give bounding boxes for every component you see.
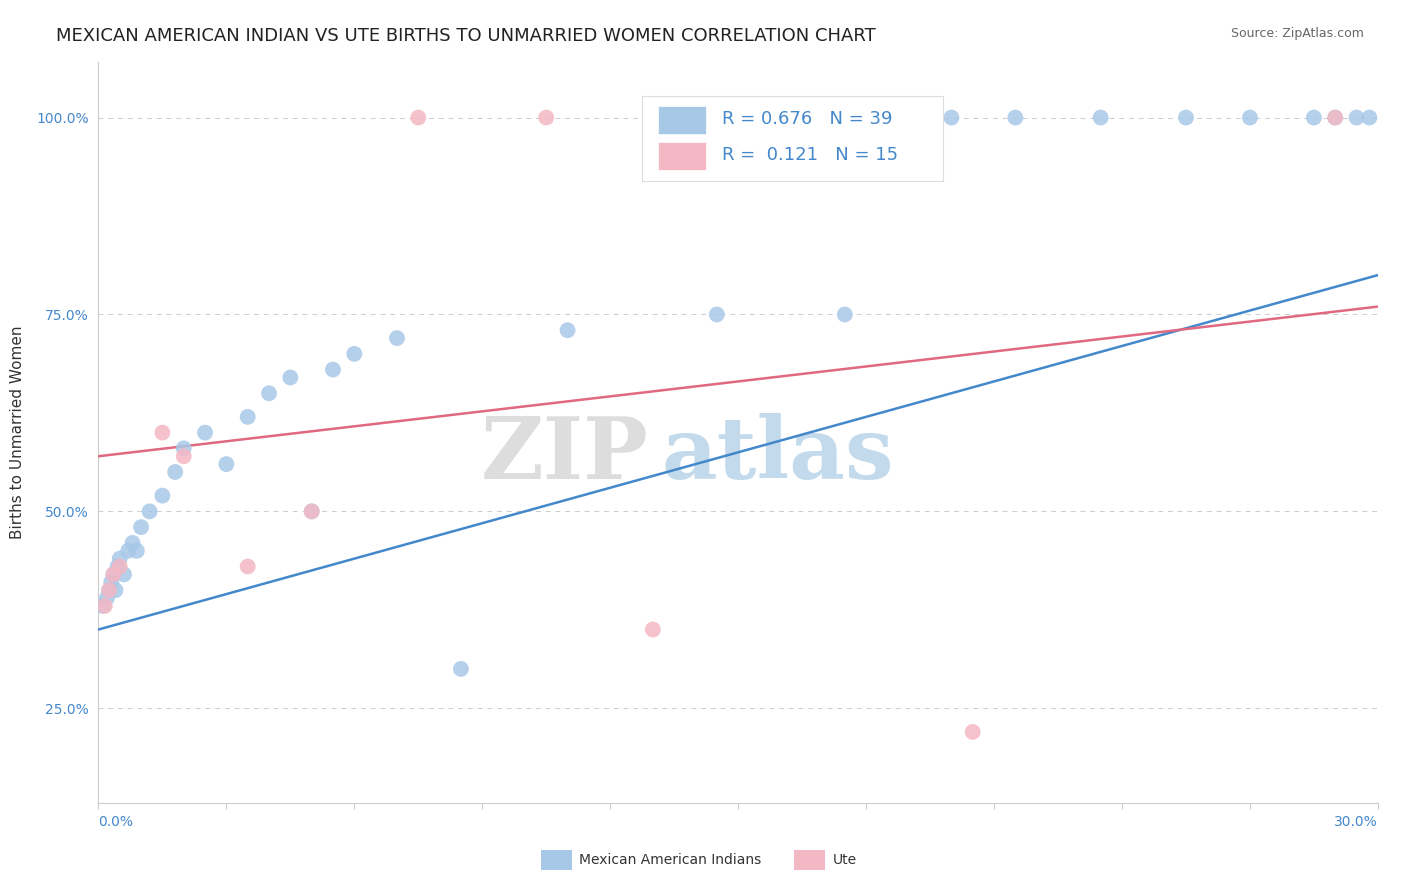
Point — [98, 583, 121, 598]
Point — [813, 111, 835, 125]
Point — [96, 591, 118, 605]
Point — [257, 386, 280, 401]
Point — [278, 370, 301, 384]
Point — [301, 504, 323, 518]
Point — [173, 442, 195, 456]
FancyBboxPatch shape — [658, 142, 706, 169]
Point — [112, 567, 135, 582]
Point — [450, 662, 472, 676]
Point — [385, 331, 408, 345]
Point — [194, 425, 217, 440]
Point — [1302, 111, 1324, 125]
Text: R =  0.121   N = 15: R = 0.121 N = 15 — [721, 146, 897, 164]
Text: 30.0%: 30.0% — [1334, 814, 1378, 829]
Point — [152, 425, 174, 440]
Point — [215, 457, 238, 471]
Point — [1358, 111, 1381, 125]
Point — [1090, 111, 1112, 125]
Point — [103, 567, 125, 582]
FancyBboxPatch shape — [643, 95, 943, 181]
Point — [129, 520, 152, 534]
Point — [121, 536, 143, 550]
Text: ZIP: ZIP — [481, 413, 648, 497]
Point — [107, 559, 129, 574]
FancyBboxPatch shape — [658, 106, 706, 135]
Point — [236, 409, 259, 424]
Point — [91, 599, 114, 613]
Point — [117, 543, 139, 558]
Point — [534, 111, 557, 125]
Point — [557, 323, 579, 337]
Point — [1174, 111, 1197, 125]
Point — [125, 543, 148, 558]
Point — [322, 362, 344, 376]
Text: Source: ZipAtlas.com: Source: ZipAtlas.com — [1230, 27, 1364, 40]
Point — [727, 111, 749, 125]
Point — [98, 583, 121, 598]
Point — [94, 599, 117, 613]
Y-axis label: Births to Unmarried Women: Births to Unmarried Women — [10, 326, 25, 540]
Point — [1004, 111, 1026, 125]
Text: Ute: Ute — [832, 853, 856, 867]
Point — [165, 465, 187, 479]
Text: atlas: atlas — [661, 413, 894, 497]
Point — [103, 567, 125, 582]
Point — [108, 551, 131, 566]
Point — [108, 559, 131, 574]
Point — [343, 347, 366, 361]
Point — [941, 111, 963, 125]
Point — [301, 504, 323, 518]
Point — [138, 504, 160, 518]
Point — [1346, 111, 1368, 125]
Point — [152, 489, 174, 503]
Text: 0.0%: 0.0% — [98, 814, 134, 829]
Point — [173, 449, 195, 463]
Point — [236, 559, 259, 574]
Point — [962, 725, 984, 739]
Point — [641, 623, 664, 637]
Text: Mexican American Indians: Mexican American Indians — [579, 853, 762, 867]
Point — [834, 308, 856, 322]
Text: R = 0.676   N = 39: R = 0.676 N = 39 — [721, 111, 891, 128]
Text: MEXICAN AMERICAN INDIAN VS UTE BIRTHS TO UNMARRIED WOMEN CORRELATION CHART: MEXICAN AMERICAN INDIAN VS UTE BIRTHS TO… — [56, 27, 876, 45]
Point — [1239, 111, 1261, 125]
Point — [104, 583, 127, 598]
Point — [1324, 111, 1347, 125]
Point — [1324, 111, 1347, 125]
Point — [100, 575, 122, 590]
Point — [406, 111, 429, 125]
Point — [706, 308, 728, 322]
